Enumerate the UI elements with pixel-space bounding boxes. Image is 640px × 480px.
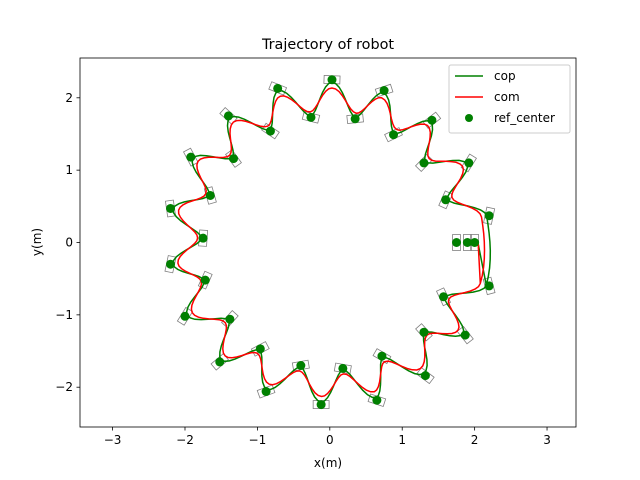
ref-center-point [441, 195, 451, 205]
x-tick-label: 0 [326, 433, 334, 447]
ref-center-point [389, 130, 399, 140]
ref-center-point [427, 115, 437, 125]
ref-center-point [372, 395, 382, 405]
ref-center-point [484, 211, 494, 221]
ref-center-point [261, 387, 271, 397]
chart-title: Trajectory of robot [261, 37, 394, 53]
legend-label-ref-center: ref_center [494, 111, 555, 125]
y-tick-label: −2 [55, 380, 73, 394]
x-tick-label: 2 [471, 433, 479, 447]
ref-center-point [338, 363, 348, 373]
ref-center-point [200, 275, 210, 285]
x-tick-label: −1 [249, 433, 267, 447]
com-line [177, 87, 486, 398]
x-tick-label: −2 [176, 433, 194, 447]
ref-center-point [316, 400, 326, 410]
ref-center-point [470, 238, 480, 247]
y-tick-label: −1 [55, 308, 73, 322]
y-tick-label: 1 [65, 163, 73, 177]
x-axis-label: x(m) [314, 456, 342, 470]
legend: cop com ref_center [448, 64, 571, 134]
legend-swatch-ref-center [465, 114, 473, 122]
x-tick-label: −3 [104, 433, 122, 447]
ref-center-point [225, 314, 235, 324]
x-tick-label: 3 [543, 433, 551, 447]
ref-center-point [484, 281, 494, 291]
ref-center-point [215, 357, 225, 367]
ref-center-point [265, 126, 275, 136]
ref-center-point [186, 152, 196, 162]
ref-center-points [166, 75, 494, 410]
ref-center-point [419, 327, 429, 337]
ref-center-point [229, 154, 239, 164]
ref-center-point [462, 238, 472, 247]
y-tick-label: 0 [65, 236, 73, 250]
ref-center-point [420, 371, 430, 381]
y-axis-label: y(m) [30, 228, 44, 256]
ref-center-point [377, 351, 387, 361]
ref-center-point [379, 86, 389, 96]
ref-center-point [419, 158, 429, 168]
ref-center-point [166, 203, 176, 213]
ref-center-point [198, 233, 208, 243]
ref-center-point [350, 114, 360, 124]
x-axis-ticks: −3 −2 −1 0 1 2 3 [104, 427, 551, 447]
ref-center-point [327, 75, 337, 85]
ref-center-point [166, 259, 176, 269]
ref-center-point [180, 311, 190, 321]
ref-center-point [223, 111, 233, 121]
ref-center-point [296, 361, 306, 370]
ref-center-point [306, 112, 316, 122]
x-tick-label: 1 [398, 433, 406, 447]
ref-center-point [438, 292, 448, 302]
ref-center-point [460, 330, 470, 340]
ref-center-point [452, 238, 462, 247]
ref-center-point [255, 344, 265, 354]
plot-area [164, 75, 496, 410]
ref-center-point [205, 190, 215, 200]
legend-frame [448, 64, 571, 134]
ref-center-point [464, 158, 474, 168]
legend-label-cop: cop [494, 69, 516, 83]
y-axis-ticks: −2 −1 0 1 2 [55, 91, 80, 394]
y-tick-label: 2 [65, 91, 73, 105]
ref-center-point [273, 83, 283, 93]
legend-label-com: com [494, 90, 520, 104]
